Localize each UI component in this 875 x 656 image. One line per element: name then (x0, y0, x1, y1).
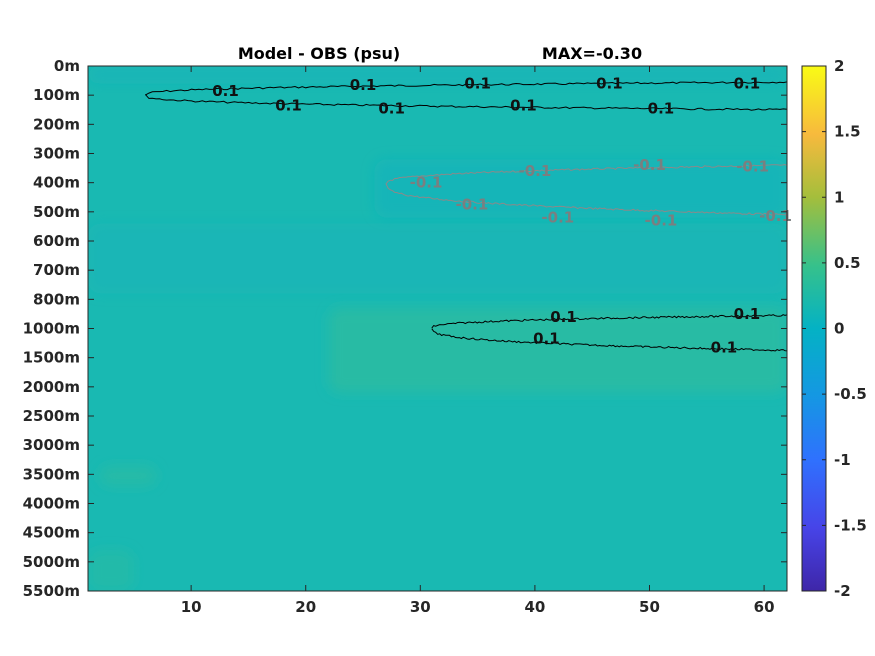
y-tick-label: 3000m (23, 436, 80, 454)
x-tick-label: 30 (410, 598, 431, 616)
y-tick-label: 700m (33, 261, 80, 279)
colorbar-tick-label: -2 (834, 582, 851, 600)
x-tick-label: 60 (754, 598, 775, 616)
chart-title: Model - OBS (psu) (238, 44, 400, 63)
field-band-bottom (88, 550, 134, 591)
y-tick-label: 0m (54, 57, 80, 75)
colorbar-tick-label: 0 (834, 320, 844, 338)
contour-label-10: 0.1 (533, 330, 560, 348)
field-band-deep (99, 465, 157, 486)
y-tick-label: 400m (33, 174, 80, 192)
y-tick-label: 2000m (23, 378, 80, 396)
y-tick-label: 5000m (23, 553, 80, 571)
contour-label-9: 0.1 (550, 308, 577, 326)
x-axis: 10 20 30 40 50 60 (181, 66, 775, 616)
contour-line-0 (145, 81, 787, 96)
contour-label-5: 0.1 (510, 96, 537, 114)
max-label: MAX=-0.30 (542, 44, 642, 63)
y-tick-label: 5500m (23, 582, 80, 600)
contour-line-2 (385, 163, 787, 185)
contour-line-3 (385, 183, 787, 216)
contour-label-6: 0.1 (596, 75, 623, 93)
y-tick-label: 800m (33, 290, 80, 308)
colorbar-tick-label: 2 (834, 57, 844, 75)
field-band-positive (328, 308, 787, 393)
y-tick-label: 300m (33, 145, 80, 163)
y-tick-label: 500m (33, 203, 80, 221)
x-tick-label: 10 (181, 598, 202, 616)
colorbar-tick-label: 1.5 (834, 123, 861, 141)
colorbar-tick-label: 0.5 (834, 254, 861, 272)
y-axis: 0m 100m 200m 300m 400m 500m 600m 700m 800m 1000m 1… (23, 57, 787, 600)
contour-label-4: 0.1 (464, 75, 491, 93)
contour-label-15: -0.1 (736, 158, 769, 176)
x-tick-label: 40 (524, 598, 545, 616)
contour-label-2: 0.1 (350, 76, 377, 94)
y-tick-label: 1500m (23, 349, 80, 367)
contour-line-4 (431, 314, 787, 329)
contour-label-0: 0.1 (212, 82, 239, 100)
contour-label-13: -0.1 (518, 162, 551, 180)
y-tick-label: 200m (33, 115, 80, 133)
colorbar-tick-label: 1 (834, 188, 844, 206)
contour-label-14: -0.1 (633, 156, 666, 174)
x-tick-label: 50 (639, 598, 660, 616)
contour-labels: 0.10.10.10.10.10.10.10.10.10.10.10.10.1-… (212, 75, 792, 357)
y-tick-label: 1000m (23, 320, 80, 338)
y-tick-label: 4500m (23, 524, 80, 542)
colorbar-tick-label: -1 (834, 451, 851, 469)
contour-label-1: 0.1 (275, 96, 302, 114)
field-band-surface (88, 66, 787, 84)
contour-label-8: 0.1 (734, 75, 761, 93)
contour-label-3: 0.1 (378, 99, 405, 117)
contour-line-1 (144, 94, 787, 111)
contour-line-5 (431, 328, 787, 352)
colorbar-tick-label: -0.5 (834, 385, 867, 403)
contour-label-12: 0.1 (711, 338, 738, 356)
y-tick-label: 100m (33, 86, 80, 104)
contour-label-11: 0.1 (734, 305, 761, 323)
y-tick-label: 3500m (23, 465, 80, 483)
y-tick-label: 600m (33, 232, 80, 250)
y-tick-label: 4000m (23, 495, 80, 513)
field-band-mid (88, 223, 787, 294)
contour-label-7: 0.1 (648, 99, 675, 117)
contour-label-19: -0.1 (410, 174, 443, 192)
y-tick-label: 2500m (23, 407, 80, 425)
contour-label-16: -0.1 (541, 209, 574, 227)
x-tick-label: 20 (295, 598, 316, 616)
contour-lines (144, 81, 787, 352)
colorbar-ticks: 2 1.5 1 0.5 0 -0.5 -1 -1.5 -2 (802, 57, 867, 600)
colorbar-tick-label: -1.5 (834, 516, 867, 534)
contour-label-17: -0.1 (645, 212, 678, 230)
contour-label-20: -0.1 (455, 196, 488, 214)
